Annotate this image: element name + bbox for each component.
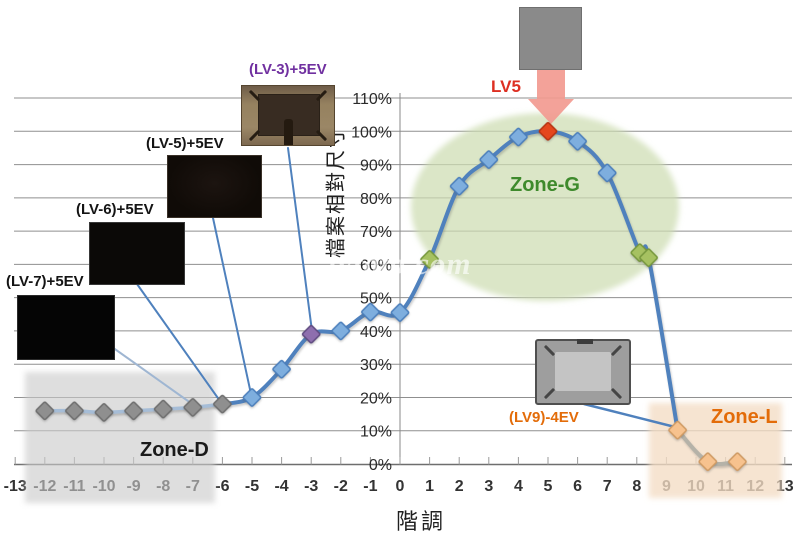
data-point-marker [420,250,439,269]
callout-label-lv3: (LV-3)+5EV [249,61,327,78]
data-point-marker [124,401,143,421]
x-tick-label: 0 [396,478,405,495]
callout-label-lv6: (LV-6)+5EV [76,201,154,218]
y-tick-label: 100% [351,124,392,141]
thumbnail-lv9 [535,339,631,405]
data-point-marker [272,359,291,379]
thumbnail-lv9-frame [555,351,611,392]
data-point-marker [242,388,262,407]
callout-label-lv9: (LV9)-4EV [509,409,579,426]
callout-connectors [111,147,677,429]
x-tick-label: -13 [4,478,27,495]
data-point-marker [568,131,587,151]
data-point-marker [509,127,528,147]
data-point-marker [361,302,380,322]
x-tick-label: 8 [632,478,641,495]
y-tick-label: 40% [360,324,392,341]
x-tick-label: -6 [215,478,229,495]
y-tick-label: 0% [369,457,392,474]
data-point-marker [538,121,558,141]
data-point-marker [639,248,658,268]
corner-mark-icon [610,387,623,400]
gray-reference-square [519,7,582,70]
thumbnail-lv5 [167,155,262,218]
zones [25,113,782,503]
callout-label-lv5-peak: LV5 [491,77,521,96]
thumbnail-lv9-tab [577,339,594,344]
data-point-marker [449,176,469,196]
y-tick-label: 50% [360,291,392,308]
data-point-marker [479,150,499,169]
x-tick-label: 7 [603,478,612,495]
data-point-marker [698,452,718,472]
x-tick-label: -2 [334,478,348,495]
x-tick-label: 1 [425,478,434,495]
corner-mark-icon [543,387,556,400]
zone-d-label: Zone-D [140,439,209,461]
zone-g-label: Zone-G [510,174,580,196]
x-tick-label: 4 [514,478,523,495]
connector-lv6 [136,283,221,402]
y-tick-label: 60% [360,257,392,274]
y-tick-label: 10% [360,424,392,441]
data-series [35,121,747,472]
x-tick-label: -3 [304,478,318,495]
data-point-marker [668,420,687,440]
data-point-marker [183,398,203,417]
data-point-marker [35,401,55,421]
connector-lv5 [212,217,252,395]
x-tick-label: 2 [455,478,464,495]
x-tick-label: 3 [484,478,493,495]
connector-lv3 [287,147,313,332]
connector-lv9 [582,402,677,429]
corner-mark-icon [543,344,556,357]
data-point-marker [213,394,232,414]
x-tick-label: -4 [274,478,288,495]
y-tick-label: 90% [360,158,392,175]
thumbnail-lv7 [17,295,115,360]
x-tick-label: 6 [573,478,582,495]
data-point-marker [65,401,84,421]
corner-mark-icon [610,344,623,357]
data-point-marker [390,303,410,322]
y-tick-label: 80% [360,191,392,208]
callout-label-lv7: (LV-7)+5EV [6,273,84,290]
callout-label-lv5: (LV-5)+5EV [146,135,224,152]
thumbnail-lv3-object [284,119,294,145]
x-tick-label: 5 [544,478,553,495]
y-tick-label: 30% [360,357,392,374]
thumbnail-lv6 [89,222,185,285]
data-point-marker [728,452,747,472]
lv5-down-arrow-icon [528,70,574,124]
x-tick-label: -5 [245,478,259,495]
data-point-marker [94,403,114,422]
x-tick-label: -1 [363,478,377,495]
watermark: lyfoto.com [328,246,472,281]
y-tick-label: 70% [360,224,392,241]
y-tick-label: 110% [352,91,392,108]
data-point-marker [301,324,321,344]
zone-l-area [649,403,782,498]
data-point-marker [331,321,351,341]
zone-g-area [411,113,679,301]
zone-l-label: Zone-L [711,406,778,428]
thumbnail-lv3 [241,85,335,146]
connector-lv7 [111,346,196,407]
zone-d-area [25,372,215,503]
data-point-marker [597,163,617,183]
y-axis-tick-labels: 0% 10% 20% 30% 40% 50% 60% 70% 80% 90% 100% 110% [351,91,392,474]
x-axis-title: 階調 [396,509,447,534]
y-tick-label: 20% [360,390,392,407]
corner-mark-icon [315,89,328,102]
data-point-marker [153,399,173,419]
